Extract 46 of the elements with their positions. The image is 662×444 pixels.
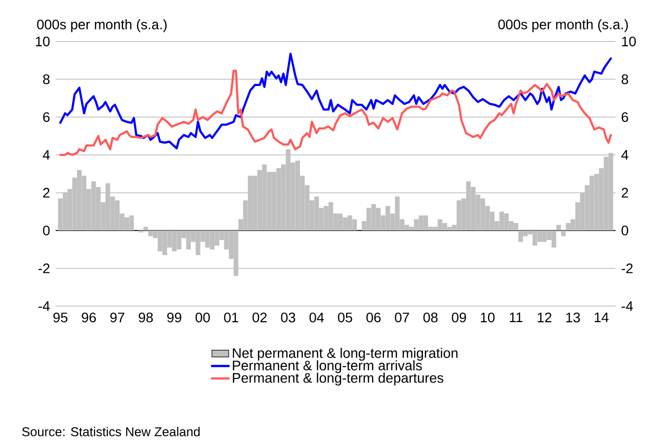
x-tick-label: 95 xyxy=(53,312,68,322)
x-tick-label: 12 xyxy=(538,312,552,322)
y2-tick-label: 4 xyxy=(621,150,628,160)
x-tick-label: 06 xyxy=(366,312,381,322)
x-tick-label: 11 xyxy=(510,312,522,322)
x-tick-label: 97 xyxy=(110,312,124,322)
y-tick-label: 8 xyxy=(43,74,50,84)
y-tick-label: 0 xyxy=(43,225,50,236)
legend-label: Net permanent & long-term migration xyxy=(232,348,458,360)
y2-tick-label: -4 xyxy=(622,301,633,311)
y2-tick-label: 8 xyxy=(622,74,628,84)
x-tick-label: 02 xyxy=(252,312,267,322)
y2-tick-label: 6 xyxy=(622,112,628,122)
bar xyxy=(561,230,566,236)
y2-axis-title: 000s per month (s.a.) xyxy=(498,19,628,32)
x-tick-label: 04 xyxy=(309,312,324,322)
x-tick-label: 99 xyxy=(167,312,182,322)
source-note: Source: Statistics New Zealand xyxy=(22,426,200,436)
bar xyxy=(143,226,148,230)
y-tick-label: 4 xyxy=(42,150,50,160)
legend-label: Permanent & long-term arrivals xyxy=(232,360,422,373)
y-tick-label: 6 xyxy=(43,112,50,122)
bar xyxy=(518,230,524,242)
x-tick-label: 08 xyxy=(423,312,438,322)
x-tick-label: 00 xyxy=(196,312,210,322)
y2-tick-label: -2 xyxy=(622,263,633,273)
x-tick-label: 96 xyxy=(82,312,96,322)
y2-tick-label: 2 xyxy=(622,188,628,198)
legend-label: Permanent & long-term departures xyxy=(232,372,444,386)
x-tick-label: 10 xyxy=(480,312,495,322)
x-tick-label: 01 xyxy=(224,312,238,322)
y-tick-label: -4 xyxy=(38,301,50,311)
bar xyxy=(556,224,561,230)
x-tick-label: 13 xyxy=(566,312,580,322)
x-tick-label: 98 xyxy=(138,312,153,322)
y-tick-label: 10 xyxy=(36,36,50,46)
x-tick-label: 05 xyxy=(338,312,352,322)
y2-tick-label: 0 xyxy=(622,225,628,236)
x-tick-label: 03 xyxy=(281,312,296,322)
y-tick-label: -2 xyxy=(38,263,50,273)
y2-tick-label: 10 xyxy=(622,36,636,46)
x-tick-label: 14 xyxy=(594,312,609,322)
y-tick-label: 2 xyxy=(43,188,50,198)
x-tick-label: 09 xyxy=(452,312,466,322)
x-tick-label: 07 xyxy=(394,312,410,322)
y-axis-title: 000s per month (s.a.) xyxy=(37,19,167,32)
